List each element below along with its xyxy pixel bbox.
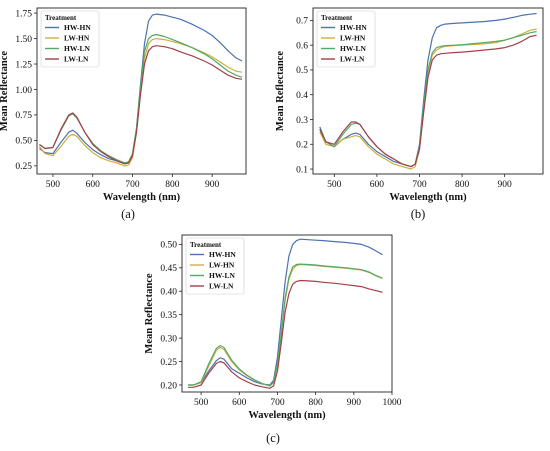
legend-box [40, 10, 100, 68]
legend-entry-hw-hn: HW-HN [209, 250, 236, 259]
x-tick-label: 800 [455, 180, 470, 190]
series-line-lw-ln [319, 34, 537, 168]
y-tick-label: 0.30 [160, 334, 177, 344]
y-tick-label: 0.3 [296, 116, 308, 126]
y-tick-label: 0.75 [15, 111, 32, 121]
y-axis-label: Mean Reflectance [144, 273, 155, 354]
legend-entry-hw-ln: HW-LN [64, 44, 91, 53]
x-axis-label: Wavelength (nm) [389, 192, 467, 203]
y-axis-label: Mean Reflectance [275, 51, 286, 132]
y-tick-label: 0.20 [160, 381, 177, 391]
y-tick-label: 0.35 [160, 311, 177, 321]
legend-box [185, 237, 245, 295]
y-tick-label: 0.5 [296, 66, 308, 76]
x-tick-label: 700 [125, 180, 140, 190]
legend-entry-lw-hn: LW-HN [64, 34, 90, 43]
legend-entry-lw-ln: LW-LN [340, 55, 365, 64]
y-tick-label: 0.50 [160, 241, 177, 251]
legend-entry-hw-hn: HW-HN [64, 23, 91, 32]
legend-title: Treatment [190, 241, 222, 249]
legend-entry-hw-ln: HW-LN [209, 271, 236, 280]
legend-entry-hw-hn: HW-HN [340, 23, 367, 32]
chart-panel-2: 500 600 700 800 900 0.1 0.2 0.3 0.4 0.5 0.6 0.7 Wave… [275, 7, 544, 221]
x-axis-label: Wavelength (nm) [103, 192, 181, 203]
legend-entry-lw-ln: LW-LN [209, 282, 234, 291]
panel-label: (c) [266, 431, 280, 445]
series-line-hw-hn [319, 12, 537, 168]
legend-title: Treatment [321, 14, 353, 22]
x-tick-label: 900 [347, 398, 362, 408]
x-tick-label: 500 [327, 180, 342, 190]
series-line-lw-ln [39, 45, 243, 165]
panel-label: (b) [411, 207, 426, 221]
x-tick-label: 900 [205, 180, 220, 190]
x-axis-label: Wavelength (nm) [248, 410, 326, 421]
plot-frame [36, 7, 247, 175]
x-tick-label: 1000 [383, 398, 402, 408]
y-tick-label: 1.25 [15, 60, 32, 70]
series-line-lw-ln [188, 279, 383, 389]
y-tick-label: 0.7 [296, 17, 308, 27]
panel-label: (a) [121, 207, 135, 221]
y-tick-label: 1.00 [15, 86, 32, 96]
series-line-hw-ln [188, 263, 383, 387]
legend-box [316, 10, 376, 68]
y-tick-label: 0.40 [160, 288, 177, 298]
x-tick-label: 900 [498, 180, 513, 190]
x-tick-label: 600 [370, 180, 385, 190]
legend-entry-hw-ln: HW-LN [340, 44, 367, 53]
y-tick-label: 1.50 [15, 35, 32, 45]
plot-frame [181, 234, 393, 393]
y-tick-label: 0.6 [296, 41, 308, 51]
y-tick-label: 0.4 [296, 91, 308, 101]
x-tick-label: 800 [165, 180, 180, 190]
y-tick-label: 0.2 [296, 141, 308, 151]
y-tick-label: 0.50 [15, 137, 32, 147]
chart-panel-3: 500 600 700 800 900 1000 0.20 0.25 0.30 0.35 0.40 0… [144, 234, 402, 445]
y-tick-label: 0.1 [296, 165, 308, 175]
legend-title: Treatment [45, 14, 77, 22]
y-tick-label: 1.75 [15, 9, 32, 19]
x-tick-label: 800 [309, 398, 324, 408]
x-tick-label: 500 [194, 398, 209, 408]
x-tick-label: 700 [412, 180, 427, 190]
y-axis-label: Mean Reflectance [0, 51, 10, 132]
y-tick-label: 0.25 [15, 162, 32, 172]
legend-entry-lw-hn: LW-HN [209, 261, 235, 270]
series-line-hw-ln [319, 30, 537, 168]
legend-entry-lw-ln: LW-LN [64, 55, 89, 64]
x-tick-label: 600 [86, 180, 101, 190]
chart-panel-1: 500 600 700 800 900 0.25 0.50 0.75 1.00 1.25 1.50 1… [0, 7, 247, 221]
series-line-hw-hn [188, 238, 383, 386]
x-tick-label: 700 [270, 398, 285, 408]
legend-entry-lw-hn: LW-HN [340, 34, 366, 43]
x-tick-label: 500 [46, 180, 61, 190]
x-tick-label: 600 [232, 398, 247, 408]
y-tick-label: 0.45 [160, 264, 177, 274]
plot-frame [312, 7, 544, 175]
y-tick-label: 0.25 [160, 358, 177, 368]
